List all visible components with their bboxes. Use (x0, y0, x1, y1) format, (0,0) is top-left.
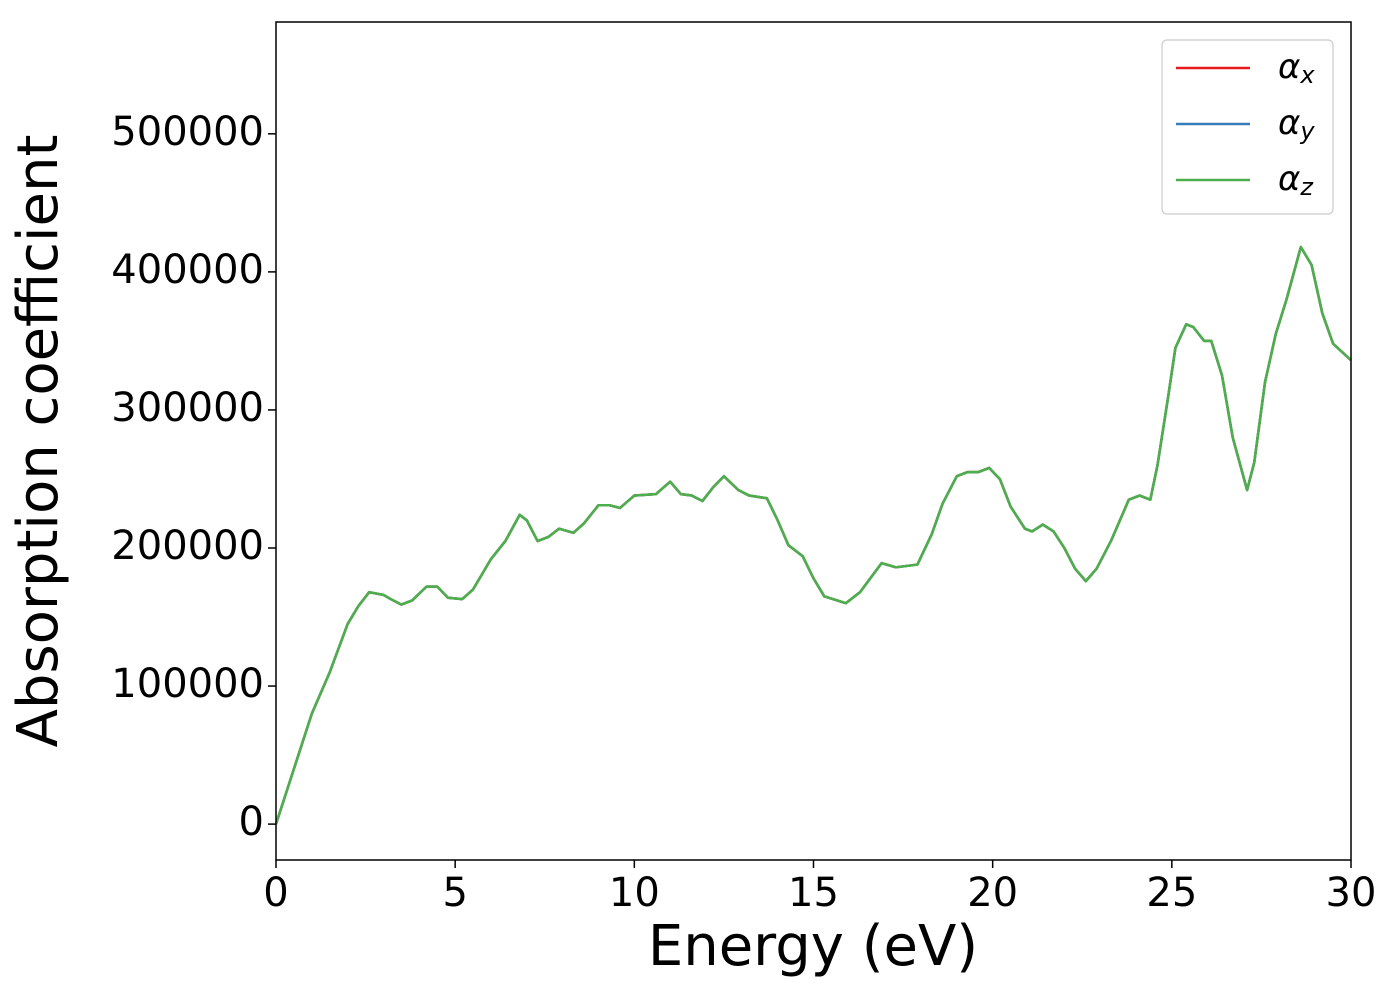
y-tick-label: 0 (239, 799, 264, 845)
x-tick-label: 10 (609, 870, 660, 916)
y-tick-label: 300000 (111, 385, 264, 431)
data-line (274, 245, 1352, 825)
x-tick-label: 0 (263, 870, 288, 916)
x-tick-label: 15 (788, 870, 839, 916)
y-tick-label: 400000 (111, 247, 264, 293)
data-line (274, 245, 1352, 825)
plot-frame (275, 21, 1352, 861)
x-tick-label: 20 (967, 870, 1018, 916)
legend-label: αx (1278, 47, 1315, 90)
y-axis-label: Absorption coefficient (6, 135, 71, 748)
x-tick-label: 5 (442, 870, 467, 916)
legend-box (1161, 39, 1334, 215)
y-tick-label: 100000 (111, 661, 264, 707)
y-tick-label: 200000 (111, 523, 264, 569)
data-line (274, 245, 1352, 825)
legend-label: αy (1278, 103, 1315, 146)
x-axis-label: Energy (eV) (648, 914, 978, 979)
x-tick-label: 30 (1326, 870, 1377, 916)
y-tick-label: 500000 (111, 109, 264, 155)
legend-label: αz (1278, 159, 1314, 202)
x-tick-label: 25 (1146, 870, 1197, 916)
